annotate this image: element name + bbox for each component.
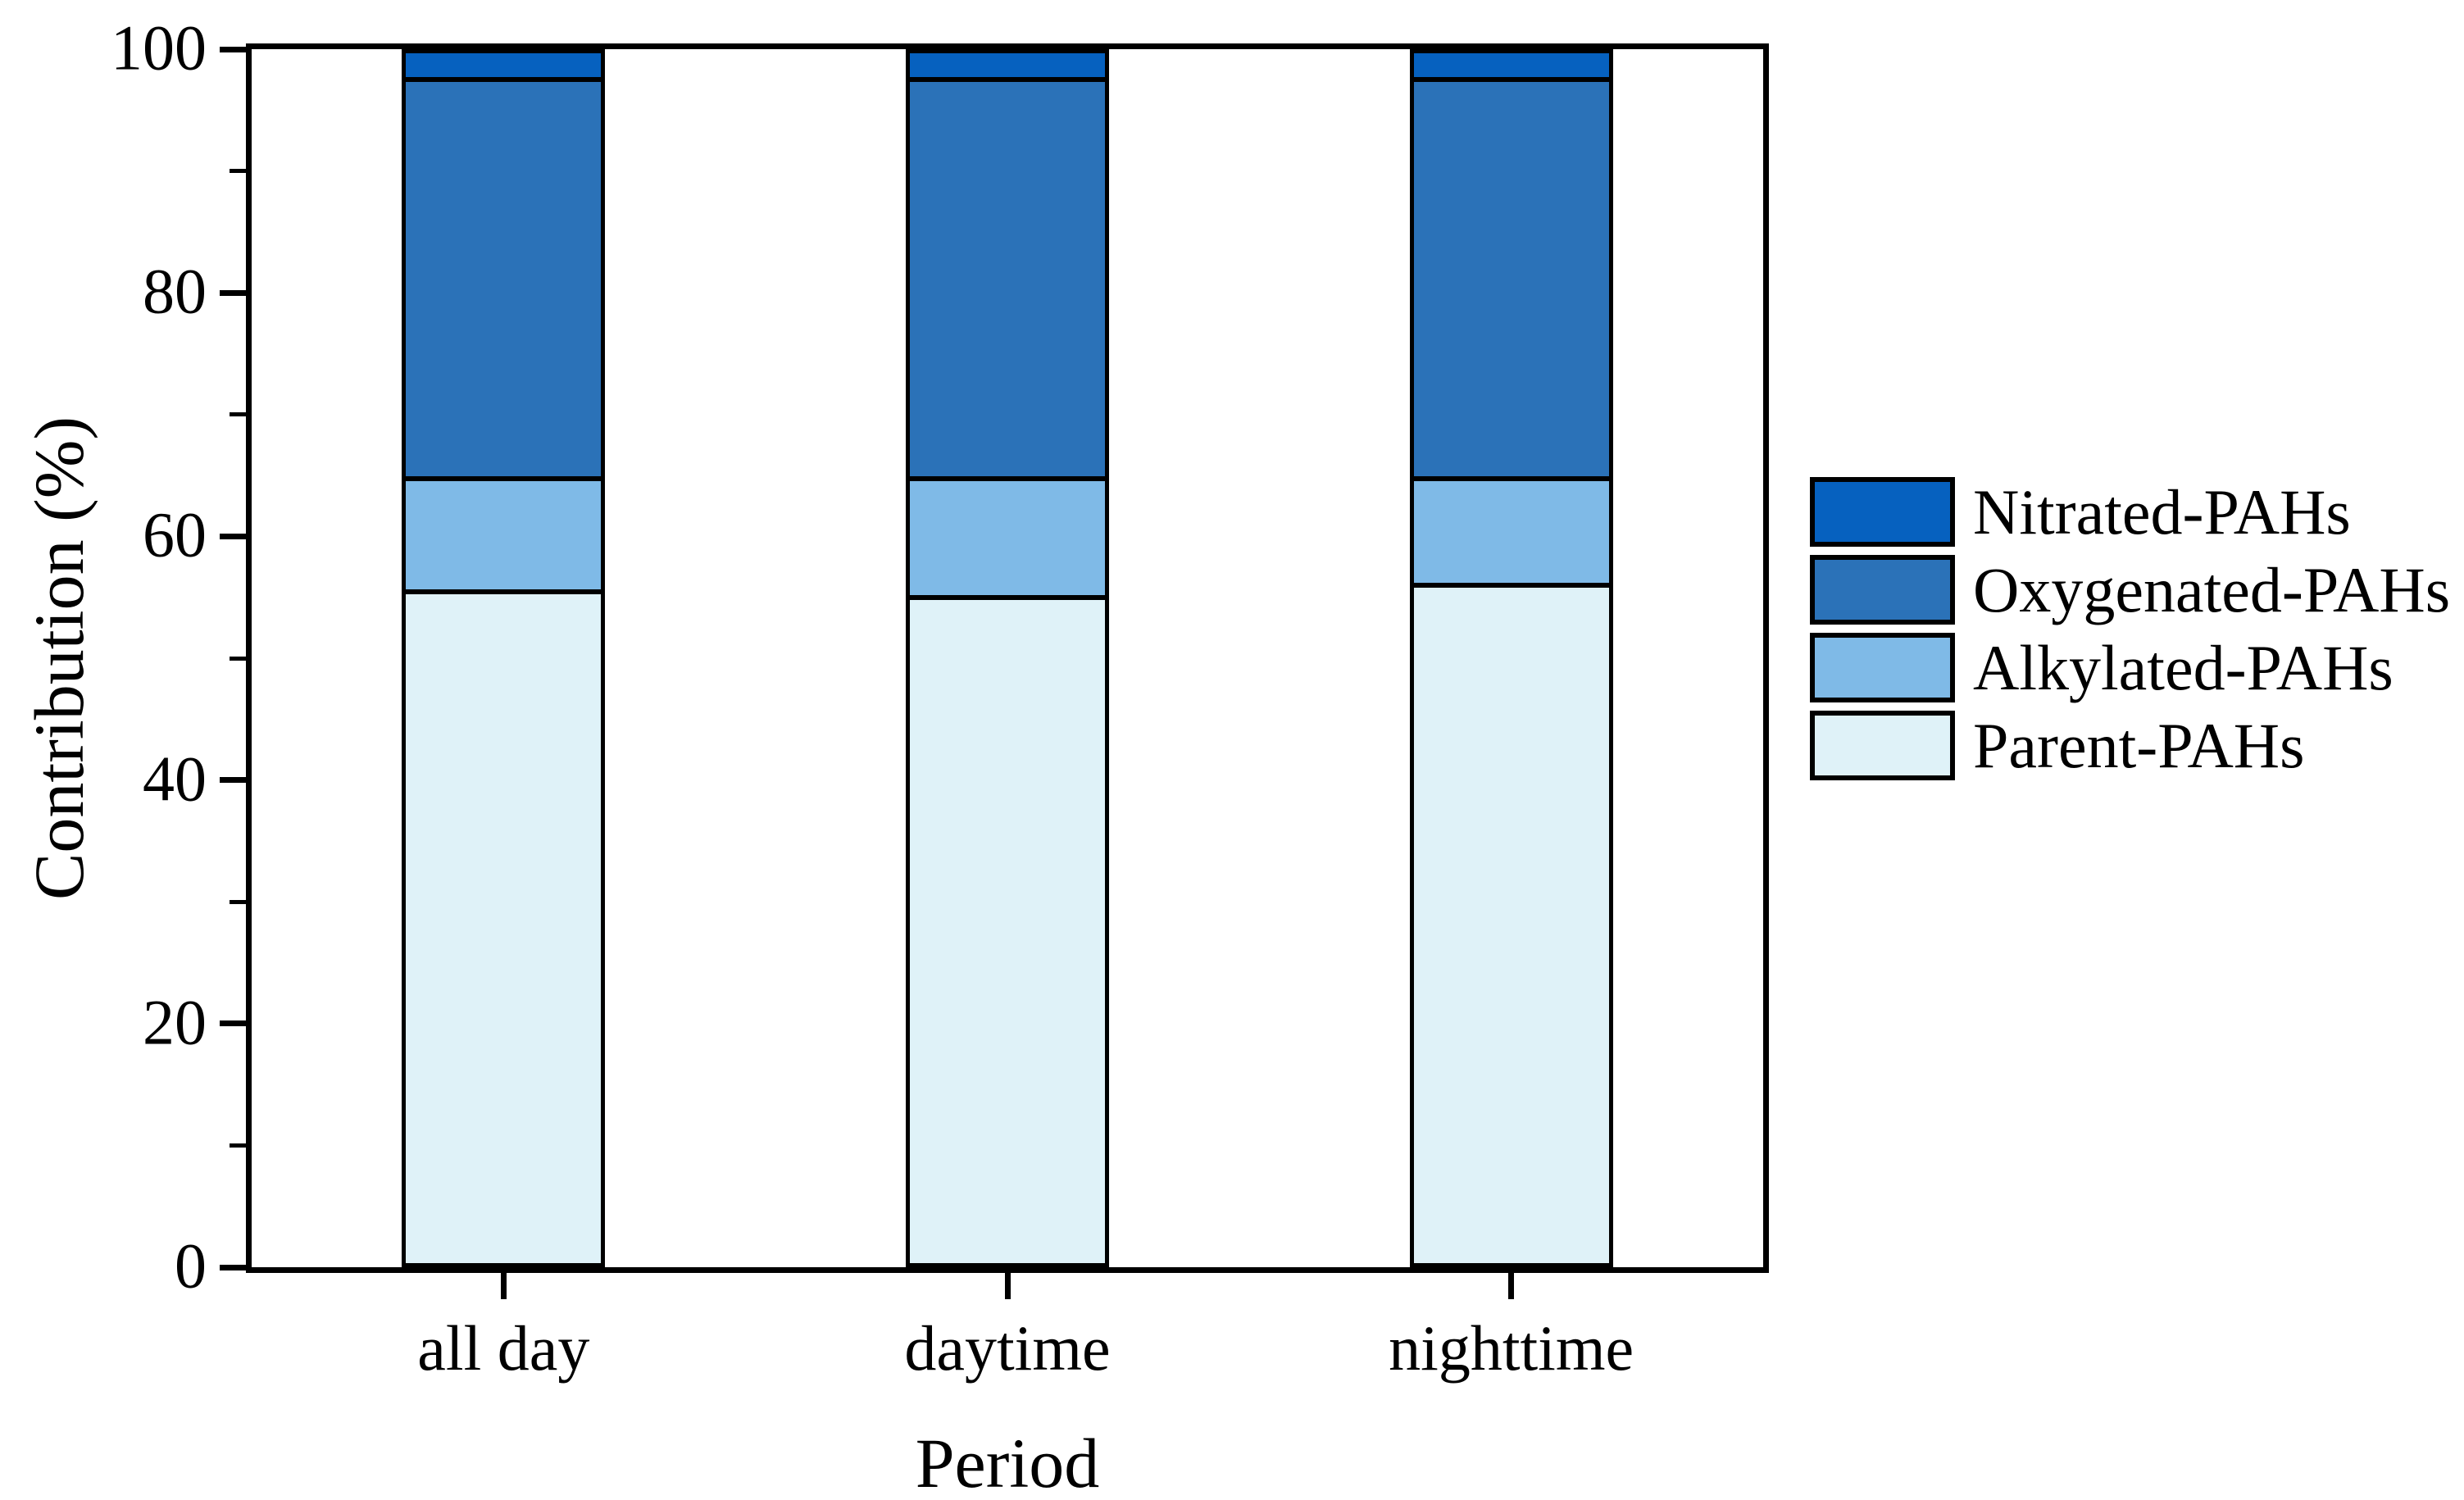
y-major-tick: [220, 1020, 246, 1027]
legend-label: Oxygenated-PAHs: [1973, 554, 2451, 625]
y-minor-tick: [230, 169, 246, 174]
x-tick: [500, 1273, 507, 1299]
x-axis-title: Period: [915, 1424, 1100, 1500]
bar: [906, 49, 1109, 1267]
bar-segment: [1413, 53, 1609, 78]
legend-item: Nitrated-PAHs: [1810, 477, 2450, 547]
bar: [402, 49, 606, 1267]
legend-label: Parent-PAHs: [1973, 710, 2305, 781]
x-category-label: daytime: [904, 1312, 1111, 1384]
bar-segment: [910, 476, 1105, 595]
y-major-tick: [220, 46, 246, 52]
legend-swatch: [1810, 633, 1955, 702]
legend-swatch: [1810, 555, 1955, 625]
legend-item: Oxygenated-PAHs: [1810, 555, 2450, 625]
y-major-tick: [220, 533, 246, 539]
x-category-label: all day: [417, 1312, 590, 1384]
y-major-tick: [220, 777, 246, 784]
y-major-tick: [220, 1264, 246, 1270]
y-axis-title: Contribution (%): [20, 416, 98, 900]
y-minor-tick: [230, 899, 246, 904]
y-tick-label: 100: [111, 11, 207, 84]
x-category-label: nighttime: [1389, 1312, 1634, 1384]
y-major-tick: [220, 289, 246, 296]
legend-swatch: [1810, 711, 1955, 780]
bar-segment: [406, 77, 602, 477]
y-minor-tick: [230, 1143, 246, 1148]
plot-inner: [252, 49, 1763, 1267]
legend-label: Alkylated-PAHs: [1973, 632, 2394, 703]
bar-segment: [1413, 476, 1609, 584]
x-tick: [1508, 1273, 1515, 1299]
bar-segment: [406, 53, 602, 78]
legend-label: Nitrated-PAHs: [1973, 476, 2351, 548]
y-tick-label: 0: [175, 1230, 207, 1302]
y-tick-label: 80: [143, 255, 207, 327]
legend-item: Parent-PAHs: [1810, 711, 2450, 780]
legend: Nitrated-PAHs Oxygenated-PAHs Alkylated-PA…: [1810, 477, 2450, 789]
bar-segment: [910, 77, 1105, 477]
legend-item: Alkylated-PAHs: [1810, 633, 2450, 702]
y-tick-label: 60: [143, 498, 207, 570]
y-tick-label: 40: [143, 743, 207, 815]
bar-segment: [406, 589, 602, 1263]
bar: [1409, 49, 1613, 1267]
y-tick-label: 20: [143, 986, 207, 1058]
bar-segment: [1413, 77, 1609, 477]
y-minor-tick: [230, 412, 246, 417]
bar-segment: [1413, 583, 1609, 1263]
x-tick: [1004, 1273, 1011, 1299]
plot-area: [246, 43, 1769, 1273]
legend-swatch: [1810, 477, 1955, 547]
y-minor-tick: [230, 656, 246, 661]
bar-segment: [910, 594, 1105, 1263]
bar-segment: [406, 476, 602, 589]
bar-segment: [910, 53, 1105, 78]
